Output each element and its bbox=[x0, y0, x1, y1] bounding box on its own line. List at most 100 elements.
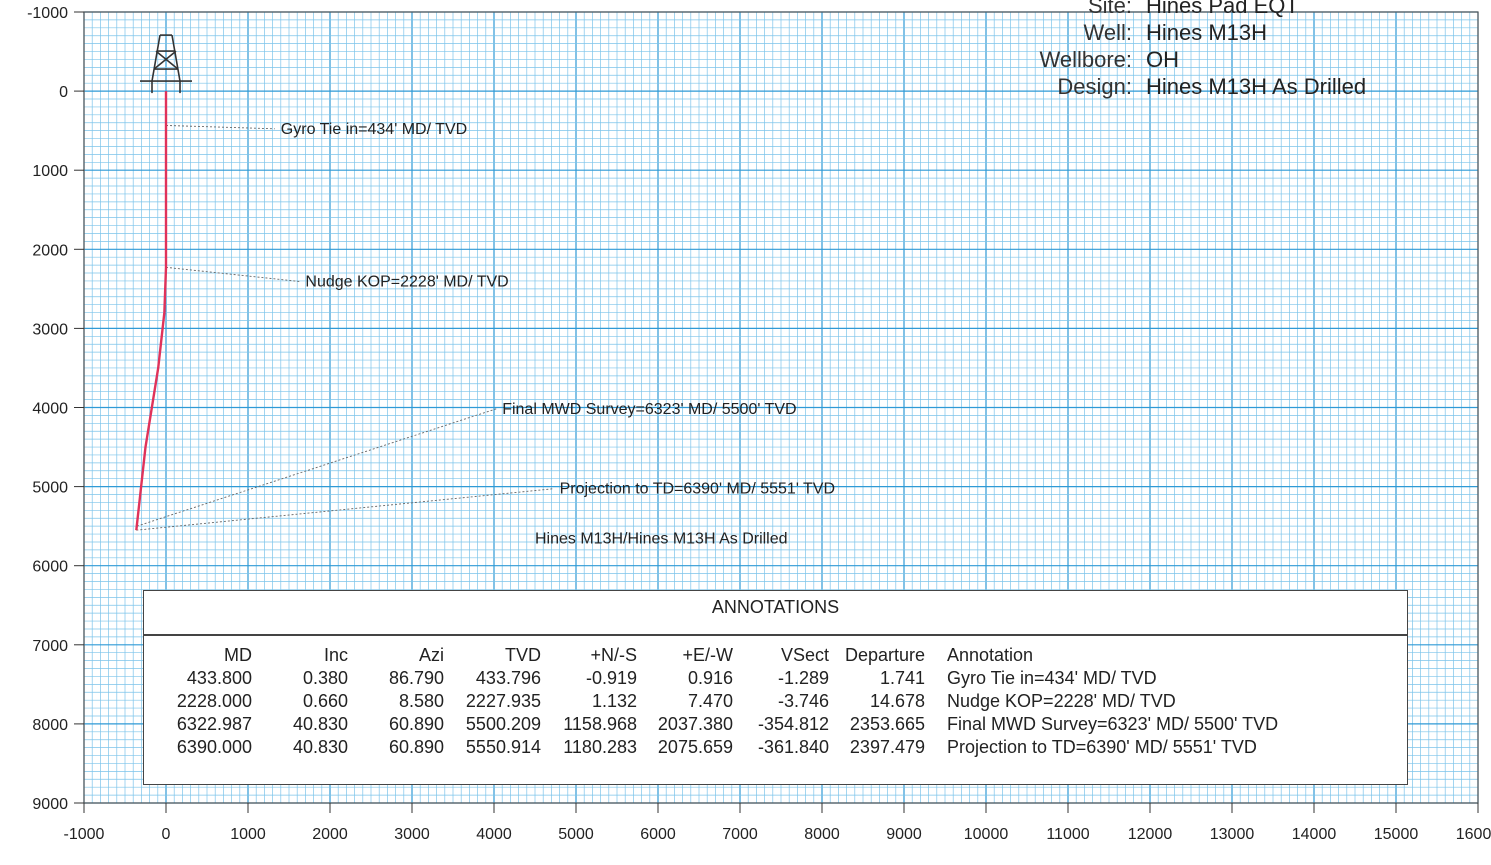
y-tick-label: 0 bbox=[59, 84, 68, 101]
annotations-title: ANNOTATIONS bbox=[711, 597, 840, 617]
annotations-divider bbox=[144, 634, 1407, 636]
cell-vsect: -361.840 bbox=[757, 737, 829, 757]
annotation-label: Projection to TD=6390' MD/ 5551' TVD bbox=[560, 481, 835, 498]
rig-brace bbox=[155, 50, 179, 70]
cell-tvd: 5550.914 bbox=[465, 737, 541, 757]
cell-annotation: Nudge KOP=2228' MD/ TVD bbox=[947, 691, 1176, 711]
header-inc: Inc bbox=[323, 645, 348, 665]
annotations-table-body: MD Inc Azi TVD +N/-S +E/-W VSect Departure Annot… bbox=[144, 644, 1278, 759]
rig-brace bbox=[153, 50, 177, 70]
y-tick-label: 3000 bbox=[32, 321, 68, 338]
cell-ew: 7.470 bbox=[687, 691, 733, 711]
cell-annotation: Final MWD Survey=6323' MD/ 5500' TVD bbox=[947, 714, 1279, 734]
cell-tvd: 433.796 bbox=[475, 668, 541, 688]
well-value: Hines M13H bbox=[1146, 20, 1268, 45]
wellpath-line bbox=[135, 91, 168, 531]
x-tick-label: 7000 bbox=[722, 826, 758, 843]
cell-inc: 40.830 bbox=[292, 714, 348, 734]
cell-departure: 14.678 bbox=[869, 691, 925, 711]
rig-leg-left bbox=[151, 34, 161, 82]
x-tick-label: 5000 bbox=[558, 826, 594, 843]
cell-ew: 2075.659 bbox=[657, 737, 733, 757]
cell-md: 2228.000 bbox=[176, 691, 252, 711]
cell-azi: 86.790 bbox=[388, 668, 444, 688]
x-tick-label: 6000 bbox=[640, 826, 676, 843]
x-tick-label: 1000 bbox=[230, 826, 266, 843]
x-tick-label: 8000 bbox=[804, 826, 840, 843]
annotations-panel: ANNOTATIONS MD Inc Azi TVD +N/-S +E/-W VSect De… bbox=[143, 590, 1408, 785]
cell-ns: 1.132 bbox=[591, 691, 637, 711]
header-md: MD bbox=[224, 645, 252, 665]
y-tick-label: 2000 bbox=[32, 242, 68, 259]
annotation-leader-line bbox=[136, 488, 554, 531]
cell-annotation: Projection to TD=6390' MD/ 5551' TVD bbox=[947, 737, 1257, 757]
cell-departure: 2397.479 bbox=[849, 737, 925, 757]
x-tick-label: 10000 bbox=[964, 826, 1009, 843]
info-row-well: Well: Hines M13H bbox=[1000, 19, 1440, 46]
annotation-leader-line bbox=[165, 266, 300, 282]
x-tick-label: 2000 bbox=[312, 826, 348, 843]
cell-md: 6390.000 bbox=[176, 737, 252, 757]
x-tick-label: -1000 bbox=[64, 826, 105, 843]
cell-ew: 2037.380 bbox=[657, 714, 733, 734]
x-tick-label: 13000 bbox=[1210, 826, 1255, 843]
rig-leg-right bbox=[171, 34, 181, 82]
cell-azi: 8.580 bbox=[398, 691, 444, 711]
cell-inc: 0.380 bbox=[302, 668, 348, 688]
design-key: Design: bbox=[1057, 74, 1132, 99]
drilling-rig-icon bbox=[140, 34, 192, 94]
annotation-leader-line bbox=[136, 408, 497, 527]
x-tick-label: 9000 bbox=[886, 826, 922, 843]
x-tick-label: 4000 bbox=[476, 826, 512, 843]
annotation-label: Nudge KOP=2228' MD/ TVD bbox=[305, 273, 508, 290]
table-row: 433.800 0.380 86.790 433.796 -0.919 0.916 -1.2… bbox=[144, 667, 1278, 690]
cell-tvd: 2227.935 bbox=[465, 691, 541, 711]
y-tick-label: 9000 bbox=[32, 796, 68, 813]
well-info-block: Site: Hines Pad EQT Well: Hines M13H Wel… bbox=[1000, 0, 1440, 100]
cell-azi: 60.890 bbox=[388, 737, 444, 757]
cell-ns: 1180.283 bbox=[563, 737, 637, 757]
table-row: 6390.000 40.830 60.890 5550.914 1180.283 2075… bbox=[144, 736, 1278, 759]
well-key: Well: bbox=[1083, 20, 1133, 45]
cell-departure: 2353.665 bbox=[849, 714, 925, 734]
annotations-table: MD Inc Azi TVD +N/-S +E/-W VSect Departure Annot… bbox=[144, 644, 1278, 759]
cell-ns: 1158.968 bbox=[563, 714, 637, 734]
y-tick-label: 5000 bbox=[32, 480, 68, 497]
header-ns: +N/-S bbox=[590, 645, 637, 665]
x-tick-label: 12000 bbox=[1128, 826, 1173, 843]
header-azi: Azi bbox=[418, 645, 444, 665]
cell-departure: 1.741 bbox=[879, 668, 925, 688]
header-vsect: VSect bbox=[780, 645, 829, 665]
cell-vsect: -3.746 bbox=[777, 691, 829, 711]
x-tick-label: 11000 bbox=[1046, 826, 1089, 843]
header-tvd: TVD bbox=[505, 645, 541, 665]
info-row-wellbore: Wellbore: OH bbox=[1000, 46, 1440, 73]
cell-ew: 0.916 bbox=[687, 668, 733, 688]
x-tick-label: 0 bbox=[162, 826, 171, 843]
header-departure: Departure bbox=[844, 645, 925, 665]
series-label: Hines M13H/Hines M13H As Drilled bbox=[535, 531, 788, 548]
cell-inc: 40.830 bbox=[292, 737, 348, 757]
header-annotation: Annotation bbox=[947, 645, 1034, 665]
cell-vsect: -354.812 bbox=[757, 714, 829, 734]
y-tick-label: 7000 bbox=[32, 638, 68, 655]
y-tick-label: 8000 bbox=[32, 717, 68, 734]
cell-annotation: Gyro Tie in=434' MD/ TVD bbox=[947, 668, 1157, 688]
wellbore-key: Wellbore: bbox=[1039, 47, 1132, 72]
x-tick-label: 16000 bbox=[1456, 826, 1491, 843]
annotation-label: Gyro Tie in=434' MD/ TVD bbox=[281, 121, 467, 138]
info-row-site: Site: Hines Pad EQT bbox=[1000, 0, 1440, 19]
cell-azi: 60.890 bbox=[388, 714, 444, 734]
annotation-label: Final MWD Survey=6323' MD/ 5500' TVD bbox=[502, 401, 796, 418]
cell-inc: 0.660 bbox=[302, 691, 348, 711]
site-value: Hines Pad EQT bbox=[1146, 0, 1299, 18]
cell-ns: -0.919 bbox=[585, 668, 637, 688]
info-row-design: Design: Hines M13H As Drilled bbox=[1000, 73, 1440, 100]
x-tick-label: 14000 bbox=[1292, 826, 1337, 843]
header-ew: +E/-W bbox=[682, 645, 733, 665]
x-tick-label: 3000 bbox=[394, 826, 430, 843]
table-row: 6322.987 40.830 60.890 5500.209 1158.968 2037… bbox=[144, 713, 1278, 736]
wellbore-value: OH bbox=[1146, 47, 1179, 72]
annotations-header-row: MD Inc Azi TVD +N/-S +E/-W VSect Departure Annot… bbox=[144, 644, 1278, 667]
